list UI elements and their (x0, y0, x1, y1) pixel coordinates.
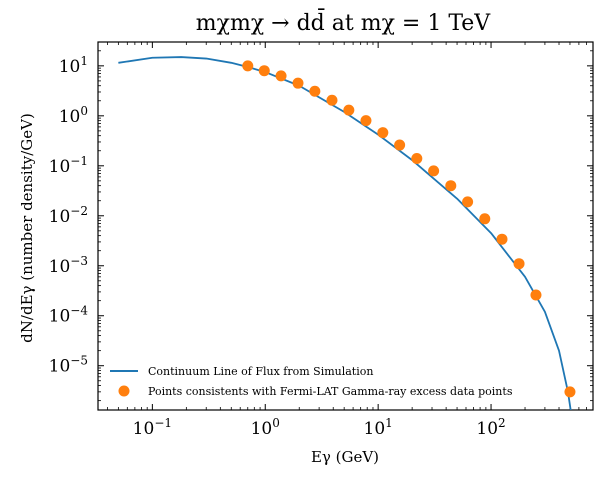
y-tick-label: 10−1 (49, 154, 88, 177)
x-tick-label: 102 (476, 416, 505, 439)
fermi-lat-data-point (496, 233, 508, 245)
legend-point-swatch (118, 385, 130, 397)
x-tick-label: 10−1 (133, 416, 172, 439)
fermi-lat-data-point (394, 139, 406, 151)
ticks (98, 42, 593, 410)
y-tick-label: 10−3 (49, 254, 88, 277)
x-tick-label: 101 (364, 416, 393, 439)
fermi-lat-data-point (428, 165, 440, 177)
fermi-lat-data-point (530, 289, 542, 301)
y-tick-label: 10−2 (49, 204, 88, 227)
fermi-lat-data-point (445, 180, 457, 192)
fermi-lat-data-point (513, 258, 525, 270)
fermi-lat-data-point (462, 196, 474, 208)
x-axis-label: Eγ (GeV) (311, 448, 379, 466)
y-axis-label: dN/dEγ (number density/GeV) (18, 113, 36, 343)
y-tick-label: 101 (59, 54, 88, 77)
x-tick-label: 100 (251, 416, 280, 439)
fermi-lat-data-point (309, 85, 321, 97)
fermi-lat-data-point (479, 213, 491, 225)
fermi-lat-data-point (564, 386, 576, 398)
y-tick-label: 100 (59, 104, 88, 127)
fermi-lat-data-point (411, 153, 423, 164)
fermi-lat-data-point (275, 70, 287, 82)
series-layer (118, 56, 576, 410)
fermi-lat-data-point (242, 60, 254, 72)
legend-point-label: Points consistents with Fermi-LAT Gamma-… (148, 385, 513, 398)
fermi-lat-data-point (360, 115, 372, 127)
chart-title: mχmχ → dd̄ at mχ = 1 TeV (196, 8, 492, 36)
fermi-lat-data-point (292, 77, 304, 89)
fermi-lat-data-point (343, 104, 355, 116)
y-tick-label: 10−5 (49, 354, 88, 377)
y-tick-label: 10−4 (49, 304, 89, 327)
legend: Continuum Line of Flux from Simulation P… (110, 365, 513, 398)
fermi-lat-data-point (326, 94, 338, 106)
fermi-lat-data-point (258, 65, 270, 77)
fermi-lat-data-point (377, 127, 389, 139)
plot-frame (97, 41, 594, 411)
tick-labels: 10−1 100 101 102 10−5 10−4 10−3 10−2 10−1 100 101 (49, 54, 506, 439)
legend-line-label: Continuum Line of Flux from Simulation (148, 365, 373, 378)
